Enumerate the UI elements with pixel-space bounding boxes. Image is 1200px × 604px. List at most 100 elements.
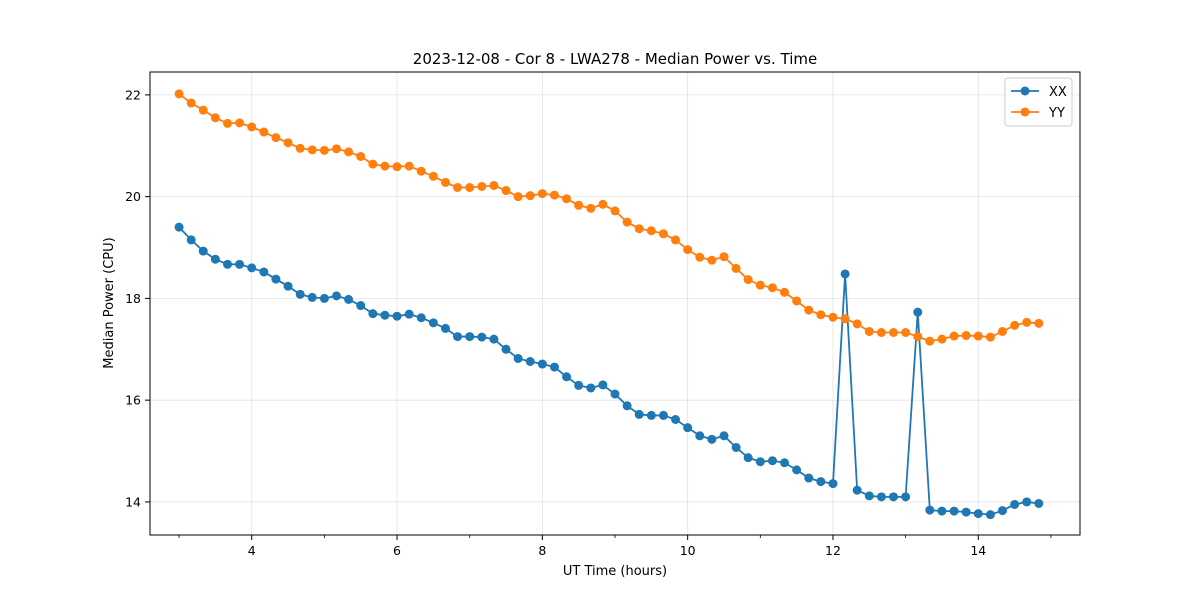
- data-point-xx: [755, 457, 765, 467]
- data-point-xx: [780, 458, 790, 468]
- data-point-yy: [368, 159, 378, 169]
- data-point-yy: [973, 331, 983, 341]
- data-point-yy: [731, 263, 741, 273]
- data-point-yy: [671, 235, 681, 245]
- data-point-xx: [719, 431, 729, 441]
- data-point-yy: [925, 336, 935, 346]
- data-point-xx: [901, 492, 911, 502]
- data-point-yy: [695, 252, 705, 262]
- data-point-xx: [1034, 498, 1044, 508]
- data-point-yy: [634, 224, 644, 234]
- data-point-xx: [489, 334, 499, 344]
- data-point-xx: [525, 357, 535, 366]
- data-point-xx: [683, 423, 693, 433]
- data-point-yy: [707, 255, 717, 265]
- legend-entry-xx[interactable]: XX: [1011, 85, 1067, 100]
- data-point-xx: [562, 372, 572, 382]
- data-point-yy: [683, 245, 693, 255]
- data-point-yy: [210, 113, 220, 123]
- data-point-yy: [380, 161, 390, 171]
- data-point-xx: [537, 359, 547, 369]
- data-point-yy: [755, 280, 765, 290]
- data-point-yy: [852, 319, 862, 329]
- data-point-yy: [828, 312, 838, 322]
- data-point-yy: [1034, 318, 1044, 328]
- data-point-xx: [634, 409, 644, 419]
- data-point-xx: [888, 492, 898, 502]
- data-point-yy: [223, 118, 233, 128]
- data-point-yy: [404, 161, 414, 171]
- data-point-xx: [925, 505, 935, 515]
- data-point-xx: [828, 479, 838, 489]
- data-point-yy: [453, 183, 463, 192]
- data-point-yy: [356, 151, 366, 161]
- data-point-xx: [198, 246, 208, 256]
- data-point-xx: [876, 492, 886, 502]
- data-point-xx: [961, 507, 971, 517]
- data-point-yy: [295, 143, 305, 153]
- series-layer: [174, 89, 1044, 520]
- data-point-xx: [864, 491, 874, 501]
- data-point-xx: [1022, 497, 1032, 507]
- legend-marker-xx: [1020, 86, 1030, 96]
- data-point-xx: [671, 415, 681, 424]
- legend-label-xx: XX: [1049, 85, 1067, 100]
- legend-marker-yy: [1020, 107, 1030, 117]
- data-point-xx: [816, 477, 826, 487]
- x-tick-label: 8: [538, 543, 546, 558]
- legend-entry-yy[interactable]: YY: [1011, 106, 1065, 121]
- data-point-xx: [332, 291, 342, 301]
- legend[interactable]: XX YY: [1004, 77, 1073, 127]
- data-point-yy: [658, 229, 668, 239]
- chart-title: 2023-12-08 - Cor 8 - LWA278 - Median Pow…: [413, 50, 817, 68]
- data-point-yy: [247, 122, 257, 132]
- data-point-xx: [707, 434, 717, 444]
- data-point-yy: [586, 203, 596, 213]
- data-point-xx: [937, 506, 947, 516]
- data-point-xx: [453, 332, 463, 342]
- data-point-yy: [804, 305, 814, 315]
- data-point-xx: [913, 307, 923, 317]
- x-tick-label: 6: [393, 543, 401, 558]
- data-point-yy: [235, 118, 245, 128]
- data-point-xx: [852, 485, 862, 495]
- data-point-yy: [198, 105, 208, 115]
- data-point-xx: [344, 294, 354, 304]
- data-point-yy: [525, 191, 535, 201]
- x-tick-label: 12: [825, 543, 841, 558]
- data-point-xx: [356, 301, 366, 311]
- data-point-xx: [186, 235, 196, 245]
- data-point-yy: [997, 326, 1007, 336]
- data-point-xx: [223, 259, 233, 269]
- data-point-yy: [283, 138, 293, 148]
- data-point-xx: [767, 456, 777, 466]
- data-point-yy: [574, 200, 584, 210]
- data-point-xx: [622, 401, 632, 411]
- data-point-yy: [344, 147, 354, 157]
- data-point-yy: [646, 226, 656, 236]
- data-point-yy: [913, 332, 923, 342]
- data-point-xx: [465, 332, 475, 342]
- data-point-xx: [307, 292, 317, 302]
- data-point-yy: [319, 145, 329, 155]
- data-point-yy: [501, 186, 511, 196]
- data-point-xx: [574, 380, 584, 390]
- data-point-yy: [961, 331, 971, 341]
- data-point-yy: [1010, 320, 1020, 330]
- data-point-xx: [513, 353, 523, 363]
- series-xx: [174, 222, 1044, 520]
- data-point-xx: [1010, 499, 1020, 509]
- axis-ticks: 4 6 8 10 12 14 14 16 18 20 22: [125, 87, 1052, 558]
- y-tick-label: 16: [125, 393, 141, 408]
- data-point-yy: [307, 145, 317, 155]
- data-point-xx: [271, 274, 281, 284]
- data-point-xx: [440, 323, 450, 333]
- data-point-xx: [549, 362, 559, 372]
- data-point-yy: [1022, 317, 1032, 327]
- data-point-yy: [186, 98, 196, 108]
- data-point-yy: [876, 328, 886, 337]
- data-point-yy: [937, 334, 947, 344]
- grid-lines: [150, 72, 1080, 535]
